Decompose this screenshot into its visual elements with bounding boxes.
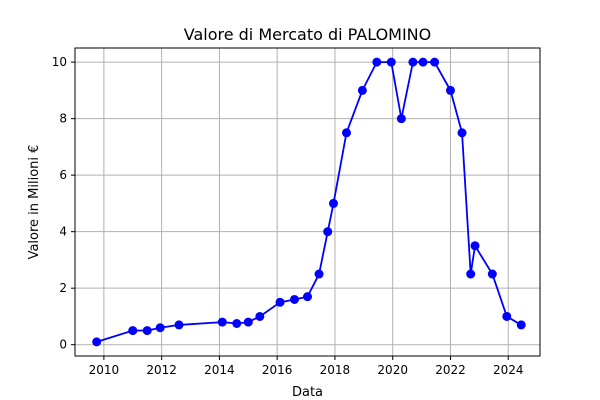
data-point (328, 198, 338, 208)
grid (75, 48, 540, 356)
data-point (466, 269, 476, 279)
data-point (92, 337, 102, 347)
x-axis-label: Data (292, 385, 323, 400)
data-point (174, 320, 184, 330)
y-tick-label: 10 (52, 55, 67, 69)
y-tick-label: 6 (59, 168, 67, 182)
x-tick-label: 2012 (146, 363, 177, 377)
data-point (445, 85, 455, 95)
series-line (96, 61, 522, 343)
x-tick-label: 2024 (493, 363, 524, 377)
data-point (386, 57, 396, 67)
x-tick-label: 2014 (204, 363, 235, 377)
data-point (275, 297, 285, 307)
data-point (232, 319, 242, 329)
x-tick-label: 2018 (320, 363, 351, 377)
data-point (457, 128, 467, 138)
data-point (487, 269, 497, 279)
data-point (142, 326, 152, 336)
data-point (430, 57, 440, 67)
data-point (128, 326, 138, 336)
chart-title: Valore di Mercato di PALOMINO (184, 25, 432, 44)
data-point (314, 269, 324, 279)
data-point (243, 317, 253, 327)
y-tick-label: 4 (59, 225, 67, 239)
x-tick-label: 2016 (262, 363, 293, 377)
ticks: 2010 2012 2014 2016 2018 2020 2022 2024 0 2 4 6 8 10 (52, 55, 524, 377)
y-tick-label: 2 (59, 281, 67, 295)
data-point (516, 320, 526, 330)
data-point (372, 57, 382, 67)
data-point (341, 128, 351, 138)
data-point (408, 57, 418, 67)
y-axis-label: Valore in Milioni € (27, 145, 42, 260)
plot-frame (74, 47, 541, 357)
x-tick-label: 2020 (377, 363, 408, 377)
x-tick-label: 2010 (89, 363, 120, 377)
x-tick-label: 2022 (435, 363, 466, 377)
y-tick-label: 0 (59, 338, 67, 352)
data-point (502, 311, 512, 321)
series-layer (92, 57, 526, 347)
data-point (323, 227, 333, 237)
data-point (418, 57, 428, 67)
y-tick-label: 8 (59, 112, 67, 126)
data-point (155, 323, 165, 333)
data-point (290, 294, 300, 304)
data-point (470, 241, 480, 251)
data-point (396, 114, 406, 124)
data-point (303, 292, 312, 302)
data-point (255, 311, 265, 321)
data-point (217, 317, 227, 327)
data-point (357, 85, 367, 95)
